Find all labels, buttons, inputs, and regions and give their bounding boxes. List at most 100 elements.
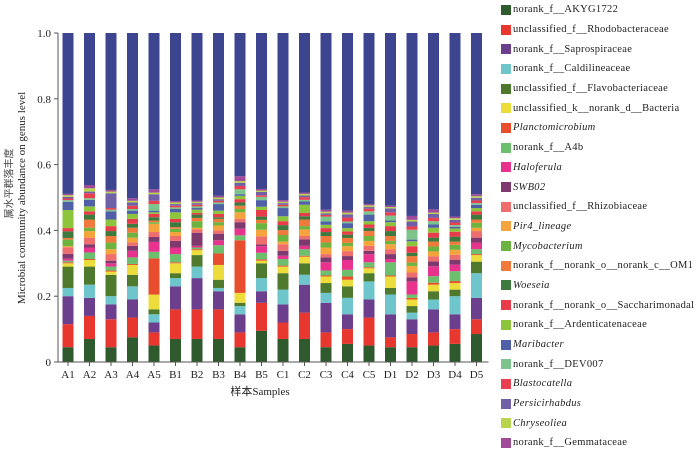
bar-segment xyxy=(148,204,160,211)
bar-segment xyxy=(191,338,203,362)
bar-segment xyxy=(428,33,439,210)
bar-segment xyxy=(406,347,418,362)
bar-segment xyxy=(385,205,396,208)
bar-segment xyxy=(127,250,138,258)
bar-segment xyxy=(471,227,482,232)
bar-segment xyxy=(191,209,203,213)
bar-segment xyxy=(170,309,181,339)
bar-segment xyxy=(62,258,74,261)
bar-segment xyxy=(449,329,461,344)
bar-segment xyxy=(256,223,267,230)
bar-segment xyxy=(320,216,332,222)
bar-segment xyxy=(299,239,310,246)
bar-segment xyxy=(449,218,461,220)
bar-segment xyxy=(428,237,439,242)
bar-segment xyxy=(105,219,117,227)
bar-segment xyxy=(363,211,375,215)
bar-segment xyxy=(256,236,267,245)
bar-segment xyxy=(471,219,482,223)
bar-segment xyxy=(170,273,181,279)
x-tick-label: B3 xyxy=(212,369,225,381)
legend-label: Maribacter xyxy=(513,339,564,351)
bar-segment xyxy=(84,33,95,185)
bar-segment xyxy=(84,259,95,261)
legend-swatch xyxy=(501,437,511,448)
bar-segment xyxy=(148,212,160,214)
bar-D2 xyxy=(406,33,418,362)
bar-segment xyxy=(191,278,203,310)
bar-segment xyxy=(127,257,138,264)
bar-segment xyxy=(148,189,160,193)
bar-segment xyxy=(428,227,439,233)
bar-segment xyxy=(428,213,439,218)
bar-segment xyxy=(406,262,418,266)
legend-swatch xyxy=(501,359,511,370)
legend-label: unclassified_k__norank_d__Bacteria xyxy=(513,102,680,114)
bar-segment xyxy=(127,237,138,243)
bar-segment xyxy=(213,197,224,200)
bar-segment xyxy=(105,209,117,212)
bar-segment xyxy=(256,188,267,191)
bar-segment xyxy=(363,299,375,318)
bar-A3 xyxy=(105,33,117,362)
bar-segment xyxy=(299,263,310,275)
bar-segment xyxy=(320,283,332,293)
bar-segment xyxy=(363,221,375,225)
bar-segment xyxy=(148,236,160,242)
bar-segment xyxy=(170,207,181,210)
bar-segment xyxy=(256,229,267,237)
bar-segment xyxy=(191,232,203,246)
bar-segment xyxy=(449,225,461,227)
bar-segment xyxy=(471,237,482,243)
bar-segment xyxy=(105,271,117,275)
bar-segment xyxy=(428,246,439,252)
bar-segment xyxy=(213,338,224,362)
bar-segment xyxy=(170,212,181,219)
bar-segment xyxy=(84,260,95,267)
bar-segment xyxy=(84,191,95,194)
bar-segment xyxy=(62,237,74,240)
bar-segment xyxy=(213,309,224,339)
legend-label: Blastocatella xyxy=(513,378,573,390)
y-tick-label: 0 xyxy=(46,357,52,369)
bar-segment xyxy=(105,254,117,261)
legend-item: norank_f__Ardenticatenaceae xyxy=(501,315,700,335)
legend-swatch xyxy=(501,418,511,429)
bar-segment xyxy=(299,197,310,200)
legend-swatch xyxy=(501,63,511,74)
bar-B5 xyxy=(256,33,267,362)
legend-item: Woeseia xyxy=(501,276,700,296)
y-tick-label: 0.6 xyxy=(37,160,51,172)
bar-D1 xyxy=(385,33,396,362)
bar-segment xyxy=(385,244,396,250)
bar-segment xyxy=(213,218,224,223)
bar-segment xyxy=(127,317,138,338)
bar-segment xyxy=(428,282,439,285)
bar-segment xyxy=(320,221,332,225)
bar-B2 xyxy=(191,33,203,362)
bar-segment xyxy=(277,221,289,226)
bar-segment xyxy=(256,219,267,224)
bar-segment xyxy=(449,226,461,229)
bar-segment xyxy=(127,274,138,287)
bar-segment xyxy=(320,214,332,217)
legend-label: unclassified_f__Rhizobiaceae xyxy=(513,201,648,213)
bar-segment xyxy=(191,247,203,250)
bar-segment xyxy=(234,228,246,236)
bar-segment xyxy=(342,210,353,213)
legend-label: norank_f__Gemmataceae xyxy=(513,437,628,449)
bar-segment xyxy=(449,343,461,362)
bar-segment xyxy=(170,228,181,233)
legend-label: Haloferula xyxy=(513,161,563,173)
legend-item: Mycobacterium xyxy=(501,236,700,256)
bar-segment xyxy=(191,212,203,215)
bar-segment xyxy=(385,207,396,209)
legend-item: Chryseoliea xyxy=(501,413,700,433)
bar-segment xyxy=(84,188,95,192)
legend-swatch xyxy=(501,182,511,193)
bar-segment xyxy=(105,231,117,236)
bar-segment xyxy=(277,250,289,256)
bar-segment xyxy=(385,235,396,241)
bar-segment xyxy=(342,228,353,232)
bar-segment xyxy=(363,224,375,228)
